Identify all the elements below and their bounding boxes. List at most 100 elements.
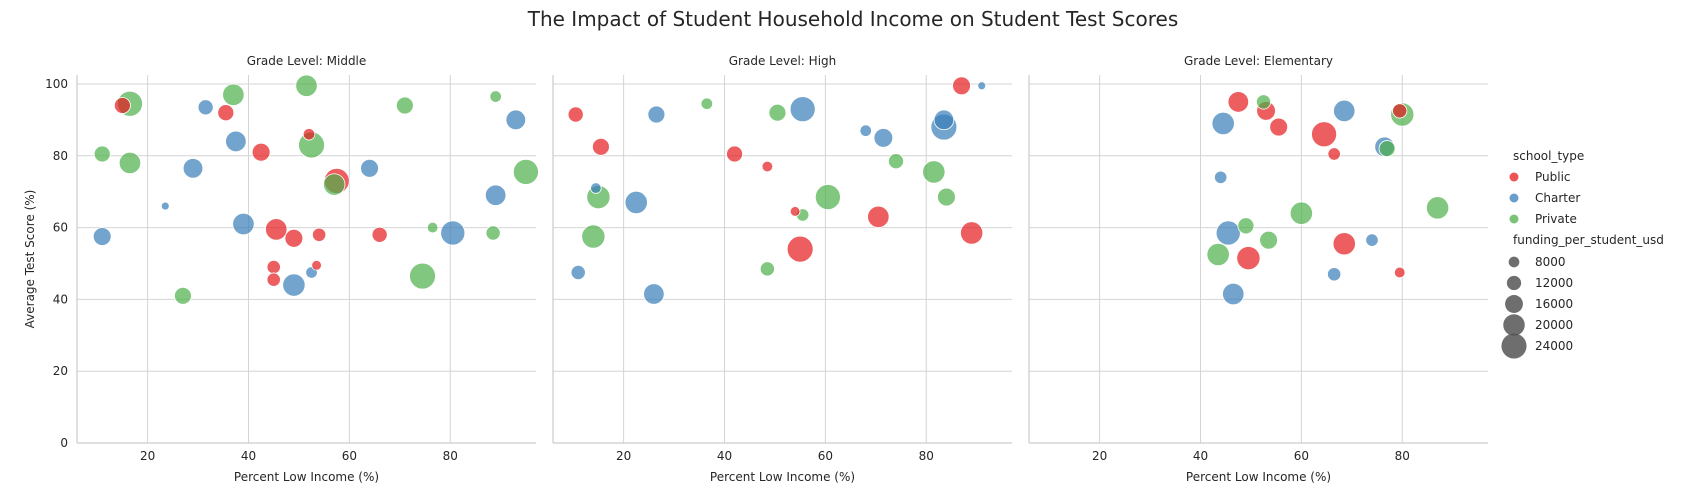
data-point-public xyxy=(266,259,281,275)
data-point-private xyxy=(700,97,714,110)
facet-panel: Grade Level: High 20 40 60 80 Percent Low Inc… xyxy=(552,54,1012,484)
data-point-private xyxy=(937,187,956,207)
data-point-private xyxy=(887,153,904,170)
legend-hue-title: school_type xyxy=(1513,149,1584,163)
data-point-public xyxy=(786,235,814,263)
data-point-public xyxy=(567,106,584,123)
data-point-private xyxy=(489,90,502,103)
data-point-public xyxy=(952,76,971,96)
legend: school_type Public Charter Private funding_p… xyxy=(1501,149,1664,359)
data-point-charter xyxy=(440,220,466,246)
data-point-charter xyxy=(505,109,527,131)
legend-size-marker xyxy=(1508,256,1520,268)
data-point-private xyxy=(426,221,439,234)
data-point-private xyxy=(1206,242,1230,267)
panel-title: Grade Level: Elementary xyxy=(1184,54,1333,68)
data-point-private xyxy=(295,74,318,97)
data-point-public xyxy=(867,205,890,228)
legend-size-label: 16000 xyxy=(1535,297,1573,311)
x-tick-label: 40 xyxy=(1193,449,1208,463)
data-point-public xyxy=(1332,232,1356,256)
y-tick-label: 80 xyxy=(53,149,68,163)
data-point-charter xyxy=(1222,282,1245,306)
data-point-charter xyxy=(282,273,306,297)
data-point-private xyxy=(222,83,245,106)
data-point-charter xyxy=(1215,220,1241,246)
data-point-public xyxy=(960,221,984,245)
data-point-public xyxy=(1236,246,1261,271)
data-point-private xyxy=(485,225,501,241)
data-point-charter xyxy=(92,227,112,246)
panel-title: Grade Level: Middle xyxy=(247,54,367,68)
data-point-private xyxy=(1237,217,1255,235)
legend-size-marker xyxy=(1501,333,1527,359)
y-tick-label: 40 xyxy=(53,292,68,306)
y-tick-label: 100 xyxy=(45,77,68,91)
data-point-charter xyxy=(933,109,955,131)
data-point-charter xyxy=(624,190,648,215)
legend-swatch-private xyxy=(1509,214,1519,224)
legend-size-marker xyxy=(1503,314,1525,336)
x-axis-label: Percent Low Income (%) xyxy=(1186,470,1331,484)
data-point-private xyxy=(323,173,346,196)
data-point-public xyxy=(284,229,304,248)
data-point-public xyxy=(1327,147,1341,161)
y-tick-label: 0 xyxy=(60,436,68,450)
data-point-public xyxy=(592,137,610,156)
data-point-charter xyxy=(647,105,666,124)
panel-title: Grade Level: High xyxy=(729,54,837,68)
x-tick-label: 40 xyxy=(717,449,732,463)
data-point-private xyxy=(922,160,946,184)
chart-title: The Impact of Student Household Income o… xyxy=(527,7,1179,31)
x-tick-label: 80 xyxy=(443,449,458,463)
data-point-public xyxy=(789,206,801,217)
x-tick-label: 80 xyxy=(919,449,934,463)
data-point-charter xyxy=(643,283,665,305)
panels: Grade Level: Middle 20 40 60 80 Percent Low I… xyxy=(23,54,1488,484)
data-point-private xyxy=(814,184,841,211)
data-point-private xyxy=(581,224,606,249)
data-point-charter xyxy=(1333,99,1356,123)
data-point-public xyxy=(251,142,271,162)
data-point-charter xyxy=(160,201,170,211)
data-point-public xyxy=(726,145,744,163)
data-point-private xyxy=(768,103,787,122)
x-axis-label: Percent Low Income (%) xyxy=(710,470,855,484)
data-point-private xyxy=(1255,94,1272,110)
data-point-private xyxy=(93,145,111,163)
data-point-private xyxy=(118,151,142,175)
legend-swatch-public xyxy=(1509,172,1519,182)
data-point-private xyxy=(1259,230,1278,250)
data-point-public xyxy=(761,160,774,173)
data-point-public xyxy=(1392,103,1408,119)
legend-size-marker xyxy=(1506,275,1522,291)
data-point-private xyxy=(1425,196,1450,220)
data-point-charter xyxy=(197,99,214,116)
data-point-charter xyxy=(484,184,507,206)
data-point-charter xyxy=(873,128,894,148)
data-point-charter xyxy=(225,130,247,153)
data-point-private xyxy=(512,158,539,185)
legend-size-title: funding_per_student_usd xyxy=(1513,233,1664,247)
x-tick-label: 20 xyxy=(140,449,155,463)
data-point-public xyxy=(1311,121,1338,148)
facet-panel: Grade Level: Middle 20 40 60 80 Percent Low I… xyxy=(23,54,539,484)
x-tick-label: 80 xyxy=(1395,449,1410,463)
y-axis-label: Average Test Score (%) xyxy=(23,190,37,329)
data-point-private xyxy=(174,286,192,305)
legend-label: Private xyxy=(1535,212,1577,226)
data-point-public xyxy=(1393,266,1406,279)
y-tick-label: 60 xyxy=(53,221,68,235)
data-point-charter xyxy=(590,182,602,194)
legend-swatch-charter xyxy=(1509,193,1519,203)
data-point-charter xyxy=(570,264,586,281)
x-tick-label: 20 xyxy=(1092,449,1107,463)
data-point-charter xyxy=(1214,170,1228,184)
data-point-charter xyxy=(182,158,204,179)
data-point-public xyxy=(266,272,281,287)
legend-size-label: 8000 xyxy=(1535,255,1566,269)
x-tick-label: 60 xyxy=(818,449,833,463)
x-tick-label: 40 xyxy=(241,449,256,463)
legend-size-label: 24000 xyxy=(1535,339,1573,353)
